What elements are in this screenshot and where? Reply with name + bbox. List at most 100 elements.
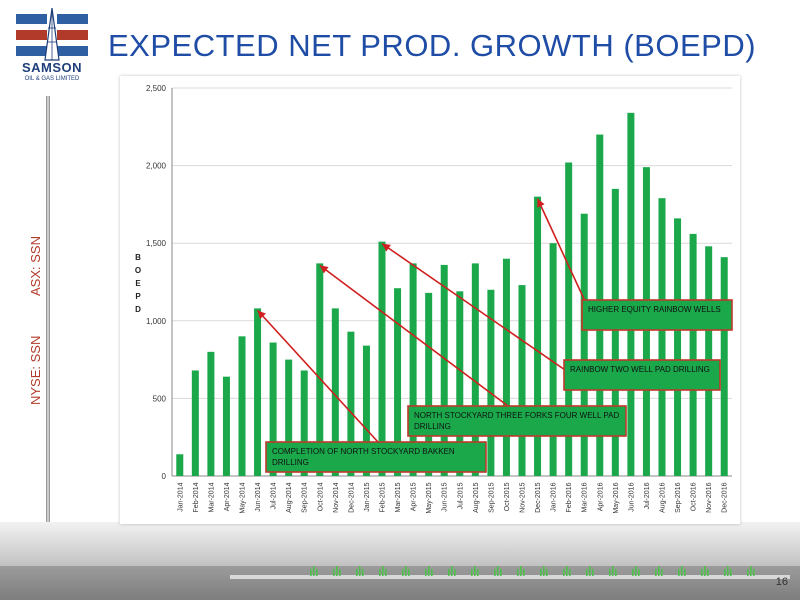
green-mark: [563, 569, 565, 576]
bar: [269, 342, 277, 476]
green-mark: [704, 566, 706, 576]
x-tick-label: May-2015: [426, 482, 433, 513]
y-axis-label-letter: B: [135, 253, 141, 262]
bar: [409, 263, 417, 476]
annotation-arrowhead: [257, 310, 266, 319]
green-mark: [356, 569, 358, 576]
annotation-arrowhead: [319, 265, 329, 274]
x-tick-label: Mar-2016: [582, 482, 589, 512]
bar: [487, 289, 495, 476]
green-mark: [592, 569, 594, 576]
bar: [176, 454, 184, 476]
annotation-text: COMPLETION OF NORTH STOCKYARD BAKKEN DRIL…: [272, 447, 455, 467]
green-mark: [730, 569, 732, 576]
green-mark: [724, 569, 726, 576]
y-axis-label-letter: D: [135, 305, 141, 314]
bar: [316, 263, 324, 476]
green-mark: [359, 566, 361, 576]
bar: [502, 258, 510, 476]
x-tick-label: Oct-2014: [317, 482, 324, 511]
x-tick-label: May-2016: [613, 482, 620, 513]
green-mark: [523, 569, 525, 576]
annotation-arrow: [319, 264, 509, 407]
bar: [720, 257, 728, 476]
green-mark: [382, 566, 384, 576]
green-mark: [425, 569, 427, 576]
x-tick-label: Apr-2015: [411, 482, 418, 511]
x-tick-label: Sep-2014: [302, 482, 309, 512]
green-mark: [310, 569, 312, 576]
ticker-nyse: NYSE: SSN: [28, 335, 43, 405]
green-mark: [316, 569, 318, 576]
bottom-landscape-strip: [0, 522, 800, 600]
y-tick-label: 1,500: [146, 239, 167, 248]
green-mark: [569, 569, 571, 576]
green-mark: [678, 569, 680, 576]
green-mark: [339, 569, 341, 576]
bar: [394, 288, 402, 476]
green-mark: [431, 569, 433, 576]
bar: [222, 376, 230, 476]
annotation-arrow: [536, 198, 591, 313]
x-tick-label: Nov-2014: [333, 482, 340, 512]
x-tick-label: Feb-2014: [193, 482, 200, 512]
green-mark: [497, 566, 499, 576]
green-mark: [448, 569, 450, 576]
annotation-box: [265, 441, 487, 473]
x-tick-label: Jun-2015: [442, 482, 449, 511]
x-tick-label: Jul-2016: [644, 482, 651, 509]
bar: [580, 213, 588, 476]
x-tick-label: Sep-2016: [675, 482, 682, 512]
annotation-arrowhead: [537, 198, 545, 208]
bar: [627, 112, 635, 476]
annotation-arrow: [381, 242, 569, 373]
chart-container: 0 500 1,000 1,500 2,000 2,500 Jan-2014 Feb-201…: [120, 76, 740, 524]
ticker-asx: ASX: SSN: [28, 236, 43, 296]
y-tick-label: 500: [153, 394, 167, 403]
green-mark: [454, 569, 456, 576]
bar: [300, 370, 308, 476]
page-title: EXPECTED NET PROD. GROWTH (BOEPD): [108, 28, 757, 63]
production-bar-chart: 0 500 1,000 1,500 2,000 2,500 Jan-2014 Feb-201…: [135, 84, 733, 514]
green-mark: [362, 569, 364, 576]
x-tick-label: Feb-2015: [380, 482, 387, 512]
x-tick-label: Oct-2016: [691, 482, 698, 511]
y-tick-label: 2,500: [146, 84, 167, 93]
x-tick-label: Dec-2014: [348, 482, 355, 512]
green-mark: [471, 569, 473, 576]
x-tick-label: Nov-2015: [520, 482, 527, 512]
green-mark: [684, 569, 686, 576]
green-mark: [543, 566, 545, 576]
bar: [674, 218, 682, 477]
bar: [378, 241, 386, 476]
bar: [238, 336, 246, 476]
x-tick-label: Jul-2015: [457, 482, 464, 509]
x-tick-label: Mar-2015: [395, 482, 402, 512]
green-mark: [402, 569, 404, 576]
bar: [658, 198, 666, 476]
x-tick-label: Nov-2016: [706, 482, 713, 512]
green-mark: [615, 569, 617, 576]
green-mark: [661, 569, 663, 576]
x-tick-label: Jun-2014: [255, 482, 262, 511]
green-mark: [638, 569, 640, 576]
bar: [191, 370, 199, 476]
x-tick-label: Apr-2014: [224, 482, 231, 511]
x-tick-label: May-2014: [240, 482, 247, 513]
y-axis-label-letter: E: [135, 279, 141, 288]
y-tick-label: 1,000: [146, 317, 167, 326]
bar: [689, 233, 697, 476]
green-mark: [612, 566, 614, 576]
bar: [471, 263, 479, 476]
x-tick-label: Jun-2016: [628, 482, 635, 511]
annotation-arrow: [256, 309, 379, 443]
annotation-text: HIGHER EQUITY RAINBOW WELLS: [588, 305, 721, 314]
green-mark: [517, 569, 519, 576]
green-mark: [658, 566, 660, 576]
green-mark: [408, 569, 410, 576]
bar: [440, 264, 448, 476]
bar: [331, 308, 339, 476]
y-axis-label-letter: O: [135, 266, 141, 275]
green-mark: [586, 569, 588, 576]
x-tick-label: Aug-2016: [660, 482, 667, 512]
